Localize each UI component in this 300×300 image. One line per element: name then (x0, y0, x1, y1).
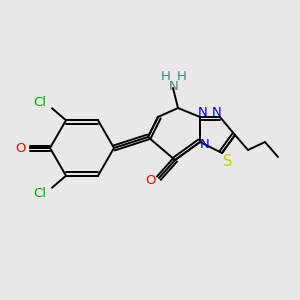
Text: N: N (198, 106, 208, 119)
Text: N: N (200, 139, 210, 152)
Text: S: S (223, 154, 233, 169)
Text: N: N (169, 80, 179, 92)
Text: O: O (16, 142, 26, 154)
Text: H: H (161, 70, 171, 83)
Text: N: N (212, 106, 222, 118)
Text: Cl: Cl (34, 96, 46, 109)
Text: Cl: Cl (34, 187, 46, 200)
Text: O: O (146, 175, 156, 188)
Text: H: H (177, 70, 187, 83)
